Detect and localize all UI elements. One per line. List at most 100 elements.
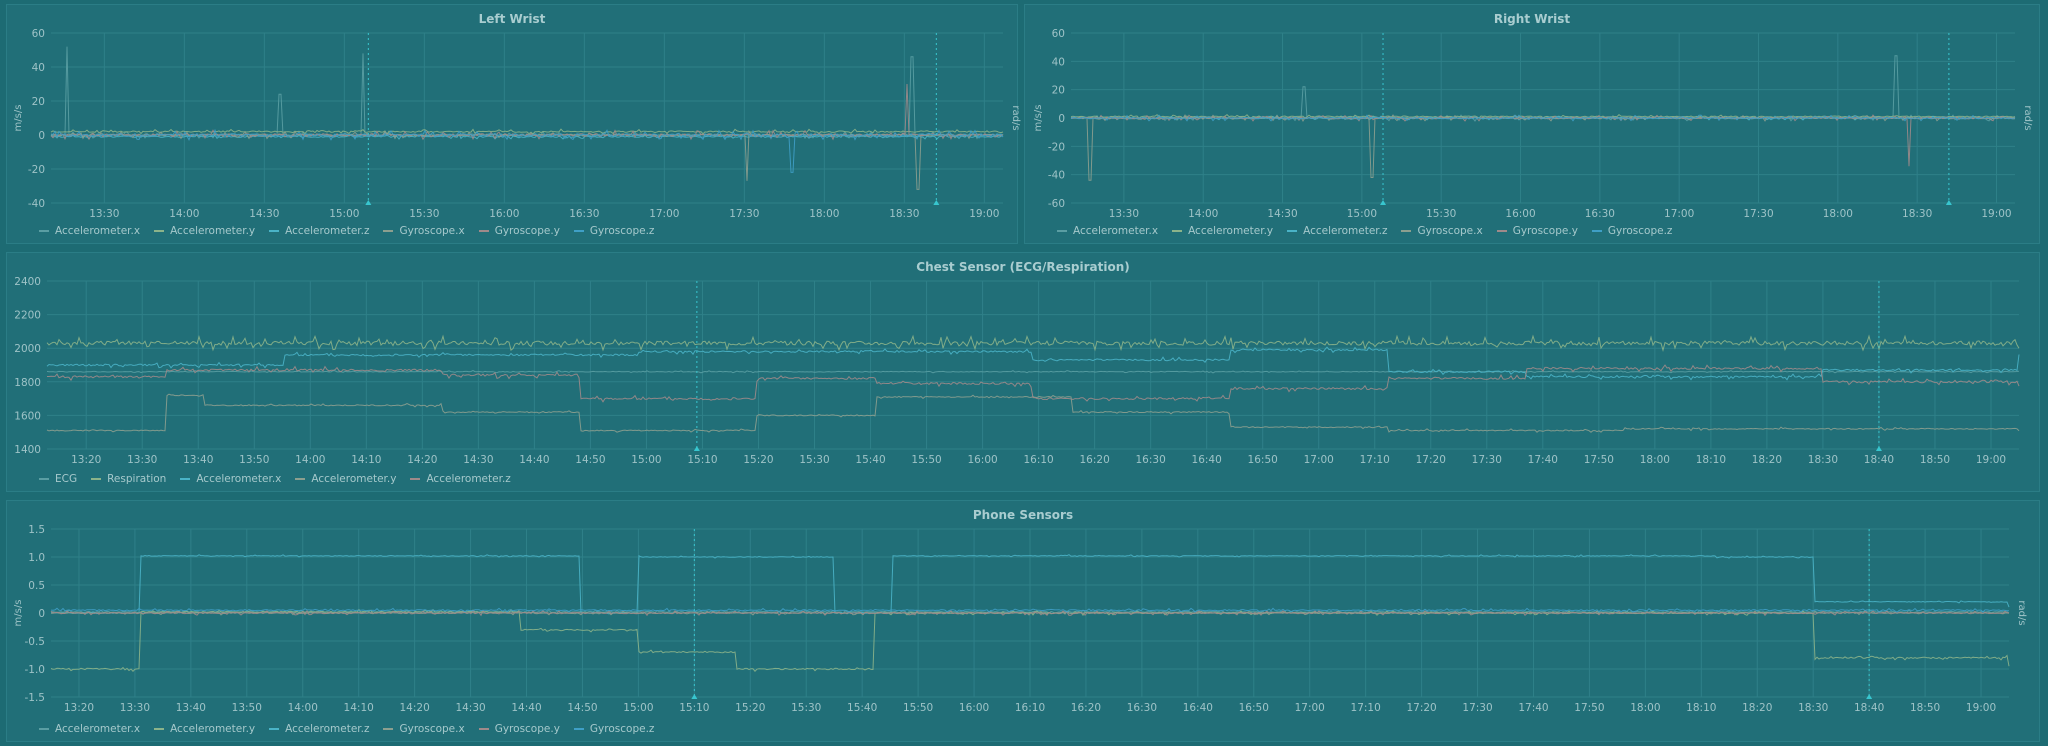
legend-item[interactable]: Gyroscope.z: [573, 225, 654, 237]
annotation-marker-icon: [691, 694, 698, 699]
x-tick-label: 18:30: [1798, 702, 1828, 714]
legend: Accelerometer.x Accelerometer.y Accelerome…: [39, 225, 654, 237]
legend-item[interactable]: Accelerometer.z: [410, 473, 511, 485]
x-tick-label: 18:00: [1630, 702, 1660, 714]
legend-item[interactable]: Accelerometer.z: [1287, 225, 1387, 237]
legend-item[interactable]: Accelerometer.y: [295, 473, 396, 485]
legend-item[interactable]: Gyroscope.x: [1401, 225, 1483, 237]
x-tick-label: 19:00: [969, 208, 999, 220]
x-tick-label: 15:30: [791, 702, 821, 714]
y-tick-label: 60: [32, 28, 45, 40]
x-tick-label: 16:10: [1023, 454, 1053, 466]
chart-right-wrist[interactable]: 60 40 20 0 -20 -40 -60 13:30 14:00 14:30 15:00 15:3…: [1025, 5, 2041, 245]
x-tick-label: 14:50: [567, 702, 597, 714]
legend-item[interactable]: Gyroscope.y: [478, 225, 560, 237]
legend-swatch: [1057, 230, 1067, 232]
x-tick-label: 15:00: [329, 208, 359, 220]
legend-swatch: [154, 230, 165, 232]
series-line: [46, 334, 2020, 352]
legend-swatch: [1287, 230, 1298, 232]
x-tick-label: 15:20: [743, 454, 773, 466]
legend-label: Gyroscope.y: [494, 225, 560, 237]
x-tick-label: 15:40: [847, 702, 877, 714]
x-tick-label: 17:00: [1304, 454, 1334, 466]
legend-label: Gyroscope.y: [1512, 225, 1578, 237]
legend-item[interactable]: Accelerometer.y: [154, 723, 255, 735]
y-tick-label: -20: [28, 164, 45, 176]
series-line: [1070, 114, 2016, 122]
x-tick-label: 19:00: [1966, 702, 1996, 714]
series-line: [50, 46, 1004, 140]
x-tick-label: 16:40: [1192, 454, 1222, 466]
legend-label: Accelerometer.y: [1188, 225, 1274, 237]
y-tick-label: 2200: [14, 310, 41, 322]
y-tick-label: 2400: [14, 276, 41, 288]
legend-swatch: [383, 728, 394, 730]
legend-label: Accelerometer.z: [285, 225, 370, 237]
x-tick-label: 17:40: [1518, 702, 1548, 714]
legend-swatch: [573, 728, 584, 730]
legend-swatch: [39, 478, 49, 480]
legend-label: Accelerometer.x: [55, 225, 141, 237]
x-tick-label: 16:30: [1136, 454, 1166, 466]
x-tick-label: 14:40: [519, 454, 549, 466]
x-tick-label: 16:50: [1239, 702, 1269, 714]
x-tick-label: 18:50: [1920, 454, 1950, 466]
x-tick-label: 16:40: [1183, 702, 1213, 714]
y-tick-label: 0: [38, 608, 45, 620]
x-tick-label: 14:30: [1267, 208, 1297, 220]
annotation-marker-icon: [1866, 694, 1873, 699]
x-tick-label: 13:30: [127, 454, 157, 466]
x-tick-label: 15:50: [911, 454, 941, 466]
legend-item[interactable]: Accelerometer.z: [269, 723, 369, 735]
y-axis-unit-right: rad/s: [1010, 105, 1021, 130]
legend-label: Accelerometer.z: [1303, 225, 1388, 237]
series-line: [50, 128, 1004, 135]
x-tick-label: 15:10: [679, 702, 709, 714]
legend-swatch: [269, 230, 280, 232]
chart-chest-sensor[interactable]: 2400 2200 2000 1800 1600 1400 13:20 13:30 13:40 1…: [7, 253, 2041, 493]
y-tick-label: -0.5: [25, 636, 46, 648]
legend-label: Gyroscope.x: [1417, 225, 1483, 237]
x-tick-label: 16:00: [959, 702, 989, 714]
legend-swatch: [295, 478, 306, 480]
legend-item[interactable]: Gyroscope.z: [1591, 225, 1672, 237]
legend-item[interactable]: Accelerometer.z: [269, 225, 369, 237]
legend-swatch: [1172, 230, 1183, 232]
legend-item[interactable]: Accelerometer.x: [1057, 225, 1158, 237]
x-tick-label: 17:30: [729, 208, 759, 220]
legend-item[interactable]: Accelerometer.x: [180, 473, 281, 485]
series-line: [46, 393, 2020, 433]
legend-item[interactable]: ECG: [39, 473, 77, 485]
x-tick-label: 18:30: [1902, 208, 1932, 220]
x-tick-label: 14:00: [1188, 208, 1218, 220]
x-tick-label: 15:30: [409, 208, 439, 220]
series-line: [1070, 114, 2016, 181]
legend-label: Gyroscope.y: [494, 723, 560, 735]
legend-label: Gyroscope.x: [399, 225, 465, 237]
legend-item[interactable]: Accelerometer.y: [1172, 225, 1273, 237]
legend-item[interactable]: Gyroscope.y: [1496, 225, 1578, 237]
x-tick-label: 18:40: [1864, 454, 1894, 466]
x-tick-label: 17:50: [1584, 454, 1614, 466]
x-tick-label: 15:40: [855, 454, 885, 466]
legend-item[interactable]: Gyroscope.x: [383, 723, 465, 735]
legend-item[interactable]: Accelerometer.x: [39, 225, 140, 237]
chart-left-wrist[interactable]: 60 40 20 0 -20 -40 13:30 14:00 14:30 15:00 15:30 16…: [7, 5, 1021, 245]
x-tick-label: 14:00: [295, 454, 325, 466]
legend-item[interactable]: Respiration: [91, 473, 166, 485]
x-tick-label: 17:30: [1743, 208, 1773, 220]
legend-item[interactable]: Gyroscope.z: [573, 723, 655, 735]
x-tick-label: 17:40: [1528, 454, 1558, 466]
legend-swatch: [1591, 230, 1602, 232]
legend-swatch: [1401, 230, 1412, 232]
legend-item[interactable]: Gyroscope.x: [383, 225, 465, 237]
legend-item[interactable]: Accelerometer.x: [39, 723, 140, 735]
x-tick-label: 18:10: [1696, 454, 1726, 466]
legend-item[interactable]: Accelerometer.y: [154, 225, 255, 237]
x-tick-label: 16:30: [1585, 208, 1615, 220]
legend-label: Gyroscope.z: [589, 723, 655, 735]
legend-swatch: [478, 728, 489, 730]
legend-item[interactable]: Gyroscope.y: [478, 723, 560, 735]
chart-phone-sensors[interactable]: 1.5 1.0 0.5 0 -0.5 -1.0 -1.5 13:20 13:30 13:40 13:…: [7, 501, 2041, 743]
